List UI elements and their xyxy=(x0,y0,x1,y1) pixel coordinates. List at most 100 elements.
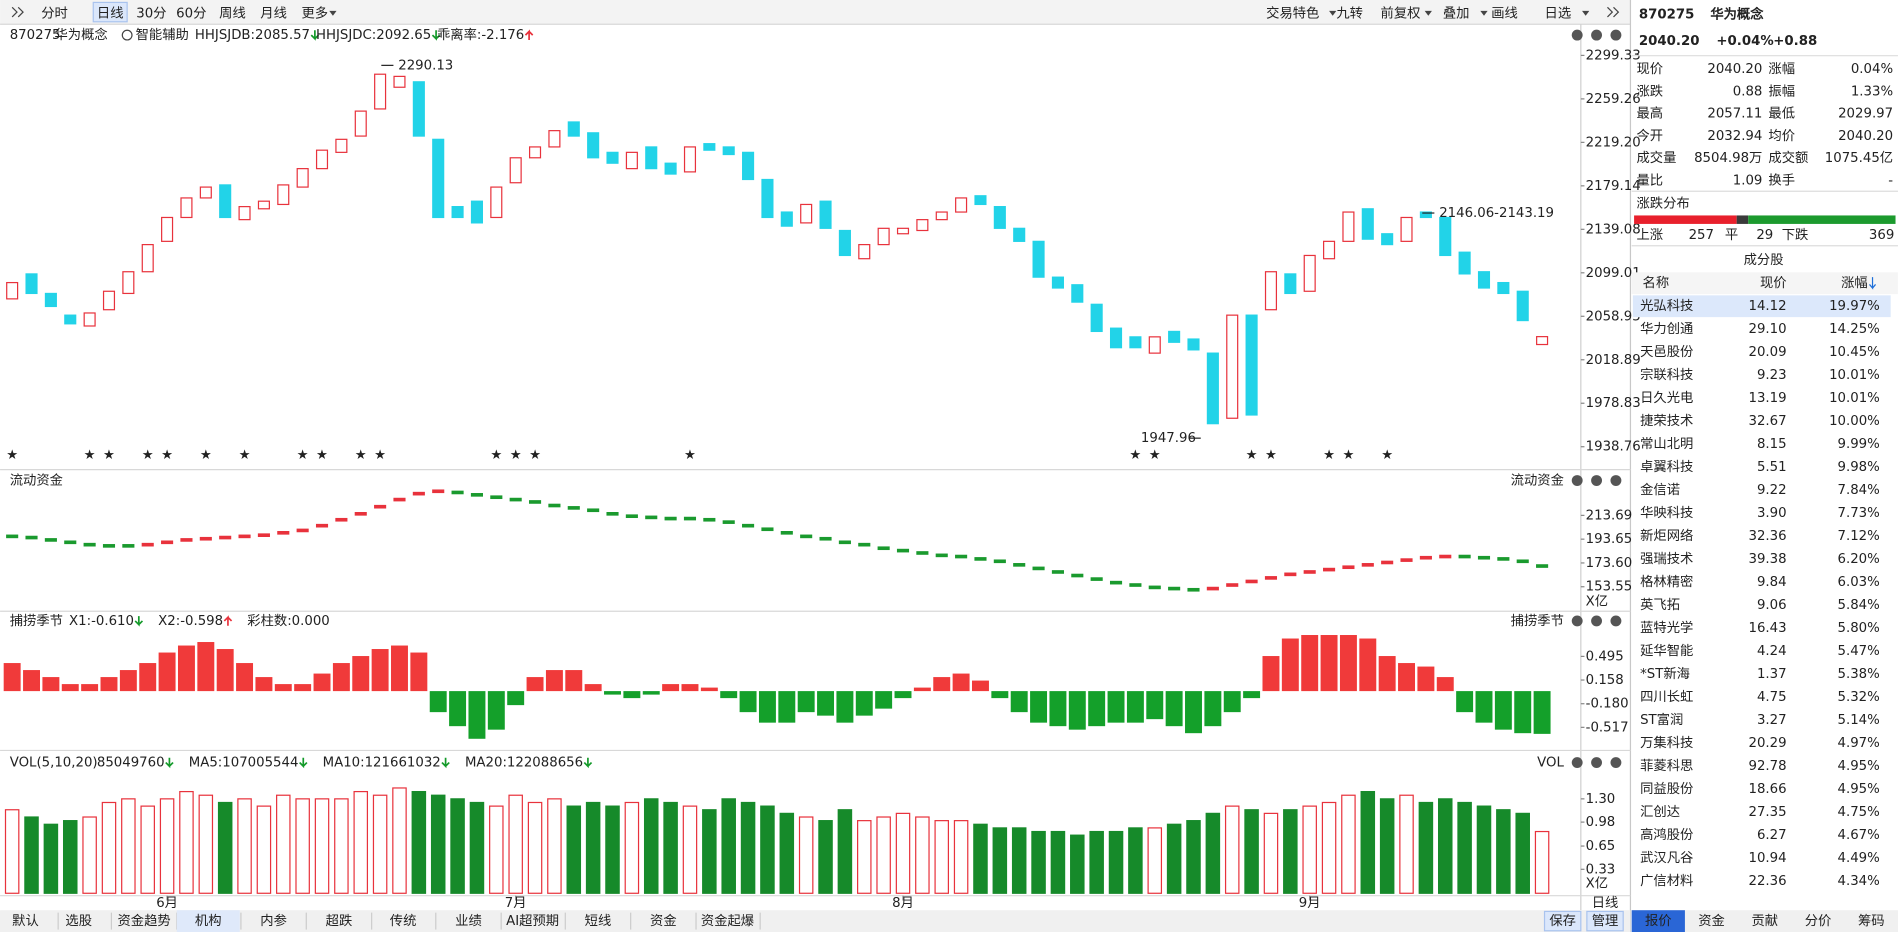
histogram-bar xyxy=(3,663,21,692)
tab[interactable]: 机构 xyxy=(195,913,222,929)
tab[interactable]: 业绩 xyxy=(455,913,482,929)
volume-bar xyxy=(1011,827,1027,894)
histogram-bar xyxy=(700,687,718,692)
toolbar-item[interactable]: 30分 xyxy=(136,5,166,21)
toolbar-item[interactable]: 60分 xyxy=(176,5,206,21)
volume-bar xyxy=(276,794,291,894)
column-header[interactable]: 现价 xyxy=(1760,276,1787,291)
panel-icon[interactable] xyxy=(1571,475,1583,486)
histogram-bar xyxy=(61,684,79,692)
signal-star: ★ xyxy=(355,448,367,463)
column-header[interactable]: 名称 xyxy=(1643,275,1670,291)
tab-button-label[interactable]: 保存 xyxy=(1549,913,1576,929)
histogram-bar xyxy=(1398,663,1415,692)
tab-button-label[interactable]: 管理 xyxy=(1592,913,1619,929)
tab[interactable]: 选股 xyxy=(65,913,92,929)
quote-label: 换手 xyxy=(1768,172,1795,188)
stock-name[interactable]: 菲菱科思 xyxy=(1640,758,1693,774)
panel-icon[interactable] xyxy=(1591,29,1603,41)
stock-name[interactable]: 常山北明 xyxy=(1640,436,1693,452)
toolbar-item[interactable]: 月线 xyxy=(260,5,287,21)
tab-button[interactable] xyxy=(1586,910,1624,932)
candle xyxy=(1206,352,1219,425)
tab[interactable]: AI超预期 xyxy=(506,913,559,929)
quote-label: 涨幅 xyxy=(1768,61,1795,77)
panel-tab[interactable]: 筹码 xyxy=(1858,912,1885,929)
toolbar-item[interactable]: 画线 xyxy=(1491,5,1518,21)
candle xyxy=(451,206,464,219)
stock-name[interactable]: 卓翼科技 xyxy=(1640,459,1693,475)
toolbar-item[interactable]: 交易特色 xyxy=(1266,4,1319,21)
signal-star: ★ xyxy=(1381,448,1393,463)
stock-name[interactable]: 四川长虹 xyxy=(1640,689,1693,705)
panel-icon[interactable] xyxy=(1571,757,1583,768)
panel-tab[interactable]: 分价 xyxy=(1805,913,1832,929)
stock-name[interactable]: 华力创通 xyxy=(1640,321,1693,337)
panel-title-right: VOL xyxy=(1537,756,1564,771)
signal-star: ★ xyxy=(239,448,251,463)
toolbar-item[interactable]: 叠加 xyxy=(1443,5,1470,21)
volume-bar xyxy=(1321,801,1337,894)
tab[interactable]: 资金趋势 xyxy=(117,913,170,929)
stock-name[interactable]: 华映科技 xyxy=(1640,505,1693,521)
panel-icon[interactable] xyxy=(1591,615,1603,627)
panel-icon[interactable] xyxy=(1610,29,1622,41)
stock-name[interactable]: 延华智能 xyxy=(1640,643,1693,659)
stock-name[interactable]: 武汉凡谷 xyxy=(1640,850,1693,866)
toolbar-item[interactable]: 前复权 xyxy=(1381,4,1421,21)
panel-icon[interactable] xyxy=(1571,29,1583,41)
stock-name[interactable]: 万集科技 xyxy=(1640,735,1693,751)
stock-name[interactable]: 广信材料 xyxy=(1640,873,1693,889)
assist-toggle[interactable] xyxy=(121,29,133,41)
stock-name[interactable]: 宗联科技 xyxy=(1640,367,1693,383)
column-header[interactable]: 涨幅 xyxy=(1841,275,1868,291)
collapse-icon[interactable] xyxy=(11,6,24,18)
y-tick-label: 1978.83 xyxy=(1586,396,1641,411)
toolbar-item[interactable]: 分时 xyxy=(41,5,68,21)
stock-name[interactable]: 同益股份 xyxy=(1640,781,1693,797)
stock-name[interactable]: 强瑞技术 xyxy=(1640,551,1693,567)
panel-icon[interactable] xyxy=(1571,615,1583,627)
sort-arrow xyxy=(1869,277,1877,290)
toolbar-item[interactable]: 周线 xyxy=(219,5,246,21)
signal-star: ★ xyxy=(200,448,212,463)
stock-name[interactable]: 蓝特光学 xyxy=(1640,620,1693,636)
tab[interactable]: 资金起爆 xyxy=(701,913,754,929)
panel-icon[interactable] xyxy=(1610,475,1622,486)
toolbar-item[interactable]: 更多 xyxy=(301,4,328,21)
toolbar-item[interactable]: 日线 xyxy=(97,5,124,21)
stock-name[interactable]: 新炬网络 xyxy=(1640,528,1693,544)
stock-name[interactable]: 捷荣技术 xyxy=(1640,413,1693,429)
panel-tab[interactable]: 贡献 xyxy=(1752,913,1779,929)
stock-name[interactable]: *ST新海 xyxy=(1640,666,1690,682)
y-tick-label: 153.55 xyxy=(1586,580,1633,595)
tab[interactable]: 超跌 xyxy=(326,913,353,929)
flow-dash xyxy=(180,538,193,542)
stock-name[interactable]: 格林精密 xyxy=(1640,573,1693,590)
assist-label[interactable]: 智能辅助 xyxy=(136,27,189,43)
toolbar-item[interactable]: 日选 xyxy=(1545,5,1572,21)
tab[interactable]: 默认 xyxy=(12,913,39,929)
volume-bar xyxy=(392,787,407,894)
tab[interactable]: 资金 xyxy=(650,913,677,929)
panel-icon[interactable] xyxy=(1610,615,1622,627)
tab[interactable]: 内参 xyxy=(260,912,287,929)
panel-icon[interactable] xyxy=(1610,757,1622,768)
stock-name[interactable]: 日久光电 xyxy=(1640,390,1693,406)
tab[interactable]: 短线 xyxy=(585,913,612,929)
stock-name[interactable]: 英飞拓 xyxy=(1640,596,1680,613)
panel-tab[interactable]: 报价 xyxy=(1645,913,1672,929)
panel-tab[interactable]: 资金 xyxy=(1698,913,1725,929)
panel-icon[interactable] xyxy=(1591,475,1603,486)
toolbar-item[interactable]: 九转 xyxy=(1336,5,1363,21)
stock-name[interactable]: 光弘科技 xyxy=(1640,298,1693,314)
stock-name[interactable]: 高鸿股份 xyxy=(1640,826,1693,843)
stock-name[interactable]: 金信诺 xyxy=(1640,482,1680,498)
stock-name[interactable]: 天邑股份 xyxy=(1640,344,1693,360)
tab[interactable]: 传统 xyxy=(390,913,417,929)
expand-icon[interactable] xyxy=(1607,6,1620,18)
stock-name[interactable]: ST富润 xyxy=(1640,711,1683,728)
tab-button[interactable] xyxy=(1543,910,1582,932)
panel-icon[interactable] xyxy=(1591,757,1603,768)
stock-name[interactable]: 汇创达 xyxy=(1640,804,1680,820)
